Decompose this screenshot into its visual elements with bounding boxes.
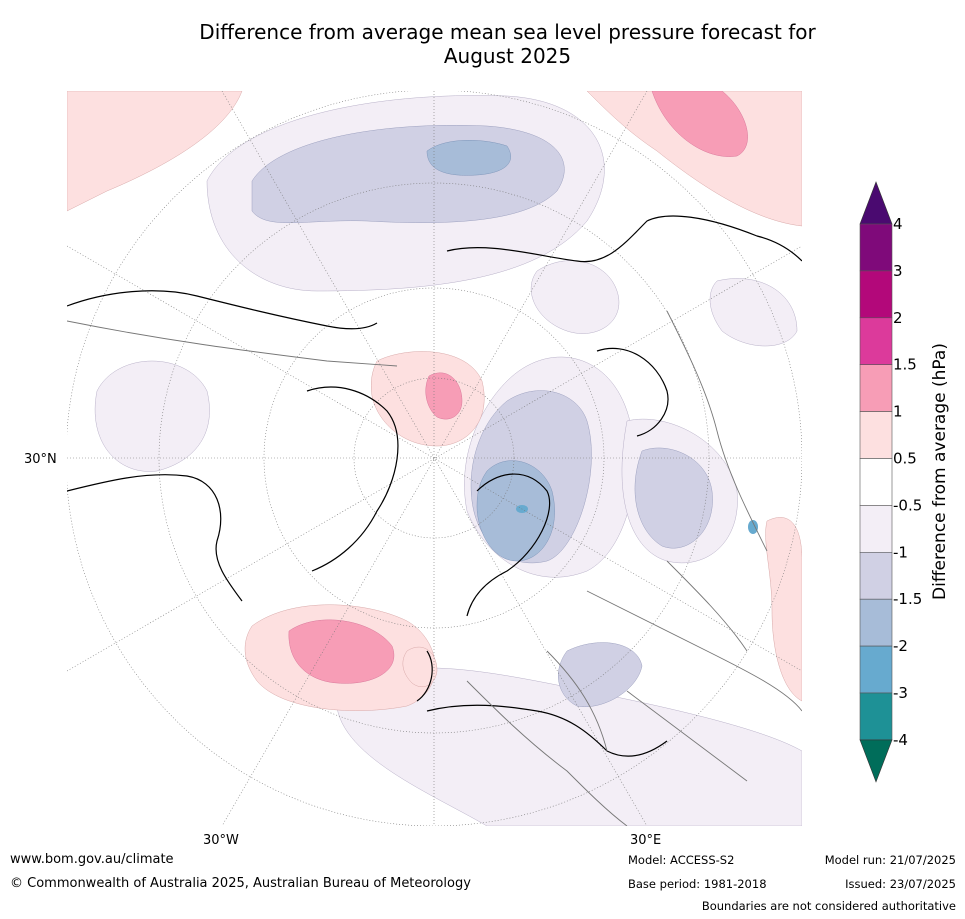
footer-issued: Issued: 23/07/2025 — [845, 877, 956, 891]
map-title-line1: Difference from average mean sea level p… — [199, 20, 816, 44]
colorbar-swatch — [859, 364, 893, 412]
colorbar-tick-label: -4 — [893, 731, 908, 749]
footer-url[interactable]: www.bom.gov.au/climate — [10, 852, 174, 867]
colorbar-tick-label: 1.5 — [893, 356, 917, 374]
colorbar-extend-top — [859, 181, 893, 225]
colorbar-tick-label: -1.5 — [893, 590, 922, 608]
latitude-label-30n: 30°N — [24, 452, 57, 467]
footer-base-period: Base period: 1981-2018 — [628, 877, 767, 891]
colorbar-tick-label: -2 — [893, 637, 908, 655]
colorbar-label: Difference from average (hPa) — [930, 343, 950, 600]
footer-model-run: Model run: 21/07/2025 — [824, 853, 956, 867]
colorbar-tick-label: 4 — [893, 215, 903, 233]
colorbar-swatch — [859, 645, 893, 694]
pressure-anomaly-map — [67, 91, 802, 826]
colorbar-tick-label: 1 — [893, 403, 903, 421]
colorbar-swatch — [859, 270, 893, 319]
footer-disclaimer: Boundaries are not considered authoritat… — [701, 899, 956, 913]
anomaly-region-negative-2 — [426, 140, 555, 562]
map-title-line2: August 2025 — [443, 44, 572, 68]
colorbar-swatch — [859, 317, 893, 366]
colorbar-tick-label: -3 — [893, 684, 908, 702]
colorbar-tick-label: -1 — [893, 543, 908, 561]
longitude-label-30w: 30°W — [203, 833, 239, 848]
coastlines — [67, 215, 802, 757]
colorbar-tick-label: 2 — [893, 309, 903, 327]
colorbar-swatches — [859, 181, 893, 783]
colorbar-swatch — [859, 598, 893, 647]
colorbar-extend-bottom — [859, 739, 893, 783]
footer-model: Model: ACCESS-S2 — [628, 853, 735, 867]
anomaly-region-positive-2 — [288, 91, 748, 684]
colorbar-tick-label: 3 — [893, 262, 903, 280]
colorbar-ticks: 4 3 2 1.5 1 0.5 -0.5 -1 -1.5 -2 -3 -4 — [893, 215, 922, 749]
footer-copyright: © Commonwealth of Australia 2025, Austra… — [10, 876, 471, 891]
colorbar-swatch — [859, 411, 893, 459]
colorbar-swatch — [859, 458, 893, 506]
colorbar-swatch — [859, 692, 893, 741]
colorbar-tick-label: 0.5 — [893, 450, 917, 468]
graticule — [67, 91, 802, 826]
colorbar-swatch — [859, 551, 893, 600]
map-title: Difference from average mean sea level p… — [0, 20, 965, 68]
colorbar-swatch — [859, 223, 893, 272]
colorbar: 4 3 2 1.5 1 0.5 -0.5 -1 -1.5 -2 -3 -4 — [859, 181, 922, 783]
colorbar-swatch — [859, 505, 893, 553]
country-boundaries — [67, 310, 802, 826]
longitude-label-30e: 30°E — [630, 833, 662, 848]
colorbar-tick-label: -0.5 — [893, 496, 922, 514]
